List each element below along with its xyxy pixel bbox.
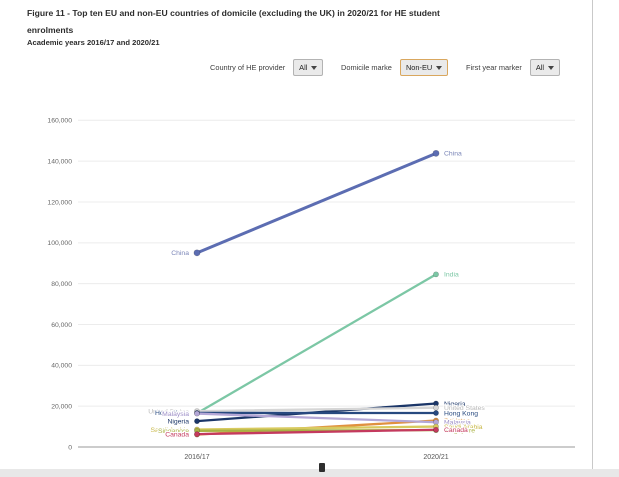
- series-dot-canada-left[interactable]: [194, 431, 200, 438]
- filter-first-year-group: First year marker All: [466, 58, 561, 77]
- first-year-dropdown-value: All: [535, 63, 545, 72]
- y-tick-label: 60,000: [51, 322, 72, 329]
- filter-bar: Country of HE provider All Domicile mark…: [0, 58, 619, 77]
- series-line-india[interactable]: [195, 273, 438, 415]
- series-dot-united-states-right[interactable]: [433, 404, 439, 411]
- series-label-canada-right: Canada: [444, 427, 468, 434]
- series-label-canada-left: Canada: [165, 431, 189, 438]
- domicile-dropdown[interactable]: Non-EU: [399, 59, 449, 76]
- series-line-saudi-arabia[interactable]: [195, 425, 438, 431]
- series-dot-india-right[interactable]: [433, 271, 439, 278]
- chevron-down-icon: [548, 65, 555, 70]
- series-label-malaysia-right: Malaysia: [444, 420, 471, 427]
- series-label-hong-kong-right: Hong Kong: [444, 410, 478, 417]
- y-tick-label: 0: [68, 444, 72, 451]
- series-label-singapore-right: Singapore: [444, 427, 475, 434]
- y-tick-label: 100,000: [47, 240, 72, 247]
- series-dot-china-left[interactable]: [193, 249, 201, 257]
- series-line-united-states[interactable]: [195, 406, 438, 413]
- x-axis-label: 2016/17: [184, 454, 209, 461]
- series-line-canada[interactable]: [195, 428, 438, 436]
- series-label-malaysia-left: Malaysia: [162, 411, 189, 418]
- series-dot-canada-right[interactable]: [433, 426, 439, 433]
- y-tick-label: 140,000: [47, 159, 72, 166]
- series-label-nigeria-right: Nigeria: [444, 401, 466, 408]
- series-label-hong-kong-left: Hong Kong: [155, 410, 189, 417]
- y-tick-label: 120,000: [47, 199, 72, 206]
- y-tick-label: 40,000: [51, 363, 72, 370]
- series-label-united-states-right: United States: [444, 405, 485, 412]
- filter-first-year-label: First year marker: [466, 63, 522, 72]
- series-dot-malaysia-left[interactable]: [194, 410, 200, 417]
- filter-country-label: Country of HE provider: [210, 63, 286, 72]
- series-label-pakistan-right: Pakistan: [444, 418, 470, 425]
- country-dropdown-value: All: [299, 63, 308, 72]
- x-axis-label: 2020/21: [423, 454, 448, 461]
- first-year-dropdown[interactable]: All: [529, 59, 561, 76]
- frame-right-border: [592, 0, 593, 469]
- series-label-saudi-arabia-left: Saudi Arabia: [150, 427, 189, 434]
- filter-domicile-group: Domicile marke Non-EU: [341, 58, 449, 77]
- series-line-malaysia[interactable]: [195, 412, 438, 424]
- y-tick-label: 80,000: [51, 281, 72, 288]
- filter-domicile-label: Domicile marke: [341, 63, 392, 72]
- series-dot-china-right[interactable]: [432, 149, 440, 157]
- series-dot-hong-kong-right[interactable]: [433, 410, 439, 416]
- series-label-saudi-arabia-right: Saudi Arabia: [444, 424, 483, 431]
- chevron-down-icon: [311, 65, 318, 70]
- figure-subtitle: Academic years 2016/17 and 2020/21: [27, 38, 160, 47]
- series-label-singapore-left: Singapore: [158, 428, 189, 435]
- series-label-india-right: India: [444, 272, 459, 279]
- country-dropdown[interactable]: All: [293, 59, 324, 76]
- series-label-china-left: China: [171, 250, 189, 257]
- series-label-china-right: China: [444, 151, 462, 158]
- figure-title: Figure 11 - Top ten EU and non-EU countr…: [27, 8, 440, 35]
- chevron-down-icon: [436, 65, 443, 70]
- page-bottom-strip: [0, 469, 619, 477]
- domicile-dropdown-value: Non-EU: [405, 63, 433, 72]
- series-label-nigeria-left: Nigeria: [167, 418, 189, 425]
- footer-logo-mark: [319, 463, 325, 472]
- y-tick-label: 20,000: [51, 404, 72, 411]
- filter-country-group: Country of HE provider All: [210, 58, 324, 77]
- series-line-china[interactable]: [195, 151, 438, 255]
- series-dot-nigeria-left[interactable]: [194, 418, 200, 425]
- y-tick-label: 160,000: [47, 118, 72, 125]
- series-label-united-states-left: United States: [148, 408, 189, 415]
